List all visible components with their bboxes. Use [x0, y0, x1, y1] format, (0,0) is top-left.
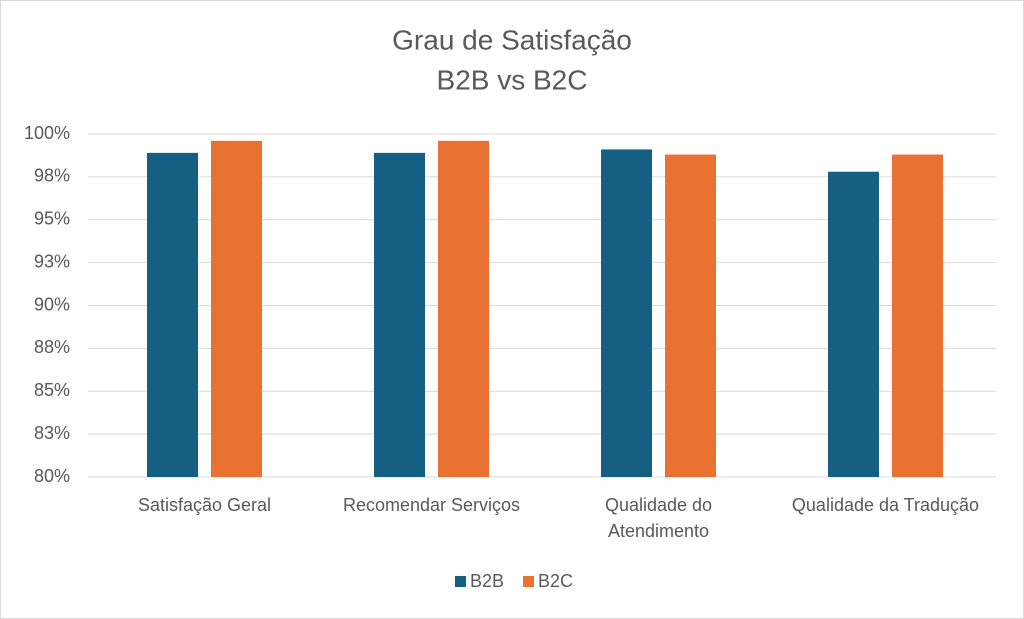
legend-label: B2B	[470, 571, 504, 591]
x-tick-label: Satisfação Geral	[137, 495, 272, 515]
y-tick-label: 95%	[34, 209, 70, 229]
bar	[601, 149, 652, 477]
legend-label: B2C	[538, 571, 573, 591]
legend-swatch	[523, 576, 534, 587]
y-tick-label: 85%	[34, 380, 70, 400]
y-tick-label: 83%	[34, 423, 70, 443]
bar	[438, 140, 489, 478]
bar	[665, 154, 716, 477]
y-tick-label: 93%	[34, 251, 70, 271]
bar	[147, 152, 198, 478]
x-tick-label: Recomendar Serviços	[342, 495, 521, 515]
chart-title: Grau de Satisfação	[392, 24, 632, 55]
y-tick-label: 80%	[34, 466, 70, 486]
bar	[211, 140, 262, 478]
bar	[828, 171, 879, 478]
legend-swatch	[455, 576, 466, 587]
y-tick-label: 90%	[34, 294, 70, 314]
y-tick-label: 100%	[24, 123, 70, 143]
bar	[892, 154, 943, 477]
y-tick-label: 98%	[34, 166, 70, 186]
bar	[374, 152, 425, 478]
chart-subtitle: B2B vs B2C	[437, 64, 588, 95]
y-tick-label: 88%	[34, 337, 70, 357]
x-tick-label: Qualidade do Atendimento	[604, 495, 713, 541]
x-tick-label: Qualidade da Tradução	[791, 495, 980, 515]
